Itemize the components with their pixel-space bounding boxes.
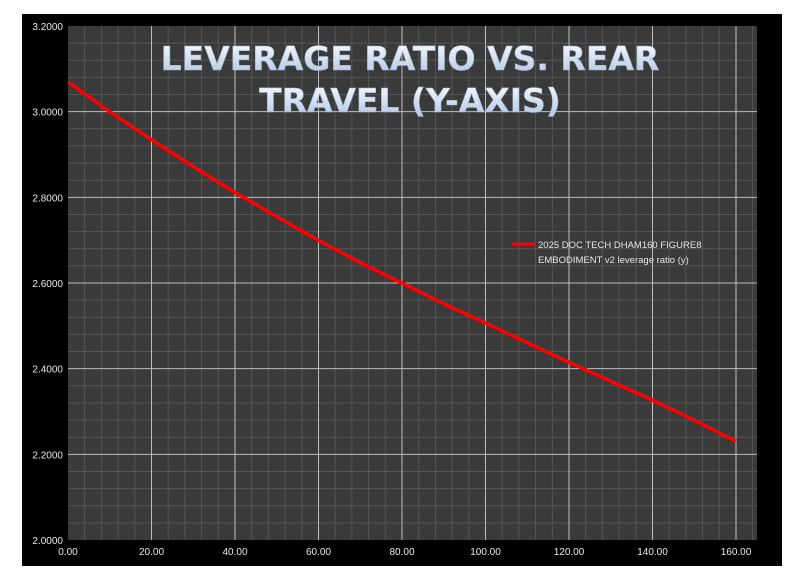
series-line xyxy=(66,80,737,443)
x-tick-label: 60.00 xyxy=(306,547,331,558)
chart-title-line-1: LEVERAGE RATIO VS. REAR xyxy=(161,39,660,78)
x-tick-label: 40.00 xyxy=(222,547,247,558)
y-tick-label: 2.6000 xyxy=(32,279,63,290)
y-tick-label: 3.0000 xyxy=(32,108,63,119)
x-tick-label: 0.00 xyxy=(58,547,78,558)
y-tick-label: 2.0000 xyxy=(32,536,63,547)
legend: 2025 DOC TECH DHAM160 FIGURE8 EMBODIMENT… xyxy=(512,240,702,266)
x-tick-label: 160.00 xyxy=(721,547,752,558)
x-tick-label: 140.00 xyxy=(637,547,668,558)
x-tick-label: 100.00 xyxy=(470,547,501,558)
x-tick-label: 80.00 xyxy=(389,547,414,558)
y-tick-label: 2.8000 xyxy=(32,193,63,204)
legend-label-line-2: EMBODIMENT v2 leverage ratio (y) xyxy=(538,255,689,266)
legend-label-line-1: 2025 DOC TECH DHAM160 FIGURE8 xyxy=(538,240,702,251)
y-tick-label: 2.2000 xyxy=(32,450,63,461)
chart-title-line-2: TRAVEL (Y-AXIS) xyxy=(259,81,561,120)
x-tick-label: 20.00 xyxy=(139,547,164,558)
x-tick-label: 120.00 xyxy=(554,547,585,558)
y-tick-label: 2.4000 xyxy=(32,365,63,376)
y-tick-label: 3.2000 xyxy=(32,22,63,33)
